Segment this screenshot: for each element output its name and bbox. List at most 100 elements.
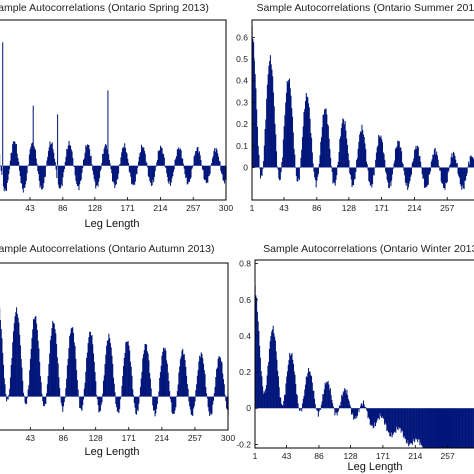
bar-winter-lag-289 bbox=[471, 408, 473, 448]
bar-summer-lag-62 bbox=[298, 167, 300, 179]
bar-winter-lag-53 bbox=[293, 371, 295, 409]
bar-summer-lag-217 bbox=[416, 148, 418, 168]
bar-winter-lag-235 bbox=[430, 408, 432, 448]
bar-autumn-lag-129 bbox=[96, 394, 98, 397]
bar-winter-lag-153 bbox=[369, 408, 371, 420]
bar-spring-lag-134 bbox=[99, 165, 101, 178]
bar-summer-lag-45 bbox=[285, 102, 287, 168]
bar-summer-lag-119 bbox=[341, 123, 343, 168]
bar-autumn-lag-111 bbox=[82, 396, 84, 406]
bar-winter-lag-138 bbox=[357, 408, 359, 410]
bar-autumn-lag-137 bbox=[102, 393, 104, 397]
bar-autumn-lag-32 bbox=[21, 367, 23, 397]
bar-winter-lag-6 bbox=[258, 330, 260, 409]
bar-autumn-lag-273 bbox=[206, 396, 208, 399]
bar-winter-lag-163 bbox=[376, 408, 378, 421]
bar-winter-lag-102 bbox=[330, 395, 332, 409]
bar-summer-lag-156 bbox=[369, 167, 371, 186]
bar-summer-lag-174 bbox=[383, 153, 385, 168]
bar-summer-lag-15 bbox=[262, 167, 264, 170]
bar-spring-lag-8 bbox=[2, 165, 4, 187]
bar-spring-lag-219 bbox=[163, 157, 165, 166]
bar-summer-lag-115 bbox=[338, 152, 340, 168]
bar-spring-lag-166 bbox=[123, 148, 125, 166]
bar-spring-lag-24 bbox=[15, 144, 17, 166]
bar-spring-lag-95 bbox=[69, 145, 71, 166]
bar-autumn-lag-153 bbox=[114, 392, 116, 397]
bar-winter-lag-151 bbox=[367, 408, 369, 419]
bar-spring-lag-103 bbox=[75, 165, 77, 181]
bar-autumn-lag-37 bbox=[25, 396, 27, 405]
bar-winter-lag-76 bbox=[311, 376, 313, 409]
bar-spring-lag-4 bbox=[0, 165, 1, 167]
bar-winter-lag-236 bbox=[431, 408, 433, 448]
bar-winter-lag-49 bbox=[290, 354, 292, 409]
bar-winter-lag-202 bbox=[405, 408, 407, 443]
bar-autumn-lag-11 bbox=[5, 394, 7, 397]
bar-summer-lag-246 bbox=[438, 165, 440, 168]
bar-summer-lag-240 bbox=[433, 149, 435, 168]
bar-winter-lag-142 bbox=[360, 403, 362, 409]
bar-summer-lag-169 bbox=[379, 137, 381, 168]
bar-autumn-lag-99 bbox=[73, 333, 75, 397]
bar-winter-lag-267 bbox=[454, 408, 456, 448]
bar-autumn-lag-96 bbox=[70, 328, 72, 397]
y-tick-label-winter-0.2: 0.2 bbox=[239, 367, 251, 377]
bar-autumn-lag-114 bbox=[84, 382, 86, 397]
bar-spring-lag-115 bbox=[84, 152, 86, 166]
bar-summer-lag-112 bbox=[336, 167, 338, 176]
x-tick-label-summer-128: 128 bbox=[342, 203, 356, 213]
bar-winter-lag-242 bbox=[435, 408, 437, 448]
bar-summer-lag-149 bbox=[364, 143, 366, 168]
bar-summer-lag-252 bbox=[443, 167, 445, 188]
bar-spring-lag-269 bbox=[201, 165, 203, 170]
bar-spring-lag-59 bbox=[41, 165, 43, 190]
bar-autumn-lag-109 bbox=[80, 396, 82, 410]
bar-autumn-lag-17 bbox=[9, 377, 11, 397]
y-ticks-winter: 0.8 0.6 0.4 0.2 0 -0.2 bbox=[236, 259, 258, 449]
bar-winter-lag-166 bbox=[378, 408, 380, 420]
bar-winter-lag-199 bbox=[403, 408, 405, 436]
bar-winter-lag-255 bbox=[445, 408, 447, 448]
bar-winter-lag-229 bbox=[426, 408, 428, 448]
bar-winter-lag-139 bbox=[358, 408, 360, 413]
bar-spring-lag-87 bbox=[63, 165, 65, 173]
bar-summer-lag-27 bbox=[271, 69, 273, 168]
bar-spring-lag-162 bbox=[120, 157, 122, 166]
bar-winter-lag-222 bbox=[420, 408, 422, 445]
bar-winter-lag-84 bbox=[317, 408, 319, 411]
bar-winter-lag-105 bbox=[332, 406, 334, 409]
y-tick-label-summer-0: 0 bbox=[243, 162, 248, 172]
bar-spring-lag-67 bbox=[47, 150, 49, 166]
bar-spring-lag-189 bbox=[140, 144, 142, 166]
bar-summer-lag-93 bbox=[321, 127, 323, 168]
bar-autumn-lag-141 bbox=[105, 354, 107, 397]
bar-spring-lag-163 bbox=[121, 152, 123, 166]
bar-autumn-lag-294 bbox=[223, 379, 225, 397]
bar-autumn-lag-54 bbox=[38, 348, 40, 397]
y-tick-label-summer-0.1: 0.1 bbox=[236, 141, 248, 151]
bar-summer-lag-270 bbox=[456, 163, 458, 168]
chart-title-winter: Sample Autocorrelations (Ontario Winter … bbox=[263, 243, 474, 255]
bar-winter-lag-175 bbox=[385, 408, 387, 425]
x-ticks-spring: 43 86 128 171 214 257 300 bbox=[25, 197, 233, 213]
bar-summer-lag-128 bbox=[348, 160, 350, 168]
bar-spring-lag-13 bbox=[6, 165, 8, 184]
bar-summer-lag-201 bbox=[404, 167, 406, 176]
bar-winter-lag-50 bbox=[291, 353, 293, 409]
bar-summer-lag-17 bbox=[263, 145, 265, 168]
bar-summer-lag-89 bbox=[318, 163, 320, 168]
bar-winter-lag-286 bbox=[469, 408, 471, 448]
bar-autumn-lag-53 bbox=[37, 340, 39, 397]
bar-spring-lag-173 bbox=[128, 165, 130, 172]
bar-autumn-lag-200 bbox=[150, 388, 152, 397]
x-tick-label-autumn-86: 86 bbox=[59, 433, 69, 443]
bar-spring-lag-195 bbox=[145, 161, 147, 166]
bar-summer-lag-230 bbox=[426, 167, 428, 188]
bar-summer-lag-266 bbox=[453, 153, 455, 168]
bar-autumn-lag-146 bbox=[109, 338, 111, 397]
bar-summer-lag-229 bbox=[425, 167, 427, 187]
bar-spring-lag-208 bbox=[155, 165, 157, 168]
bar-autumn-lag-90 bbox=[66, 378, 68, 397]
bar-spring-lag-181 bbox=[134, 165, 136, 182]
